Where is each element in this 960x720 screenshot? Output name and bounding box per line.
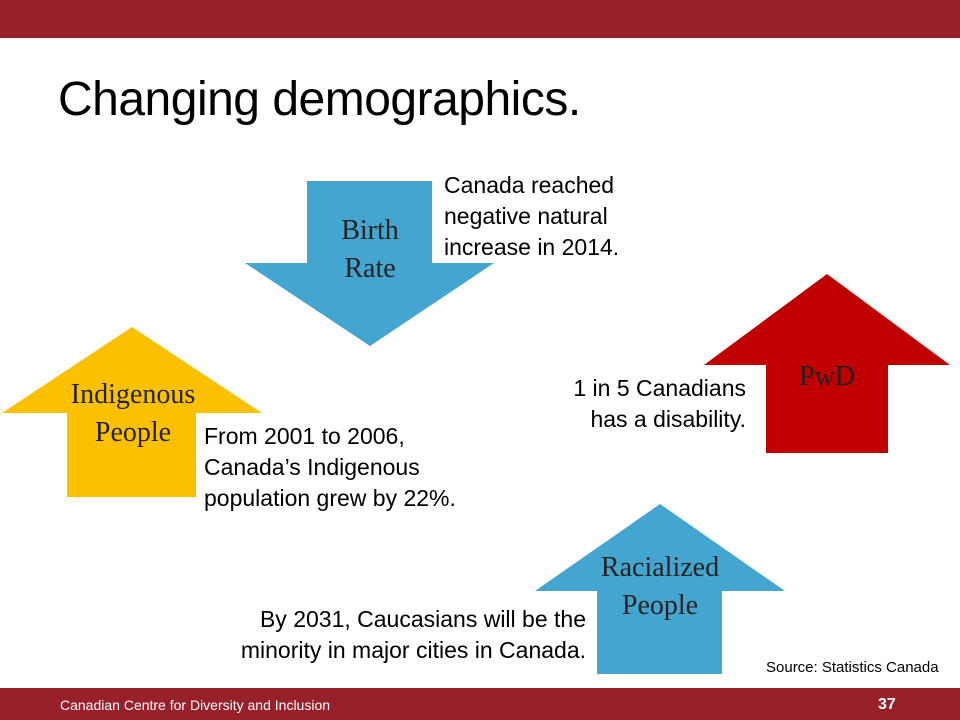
racialized-note: By 2031, Caucasians will be the minority… <box>240 606 586 663</box>
top-banner <box>0 0 960 38</box>
slide-title: Changing demographics. <box>58 73 581 126</box>
birth-rate-note: Canada reached negative natural increase… <box>444 172 620 260</box>
bottom-banner <box>0 688 960 720</box>
indigenous-note: From 2001 to 2006, Canada’s Indigenous p… <box>204 423 456 511</box>
pwd-label: PwD <box>798 361 855 392</box>
indigenous-label: Indigenous People <box>70 379 196 448</box>
indigenous-arrow <box>2 327 262 497</box>
birth-rate-label: Birth Rate <box>341 215 399 284</box>
footer-org-name: Canadian Centre for Diversity and Inclus… <box>60 697 331 713</box>
pwd-note: 1 in 5 Canadians has a disability. <box>573 375 746 432</box>
page-number: 37 <box>878 696 896 713</box>
source-citation: Source: Statistics Canada <box>766 659 939 676</box>
racialized-arrow <box>535 504 785 674</box>
birth-rate-arrow <box>245 181 494 346</box>
pwd-arrow <box>704 274 950 453</box>
racialized-label: Racialized People <box>600 552 720 621</box>
